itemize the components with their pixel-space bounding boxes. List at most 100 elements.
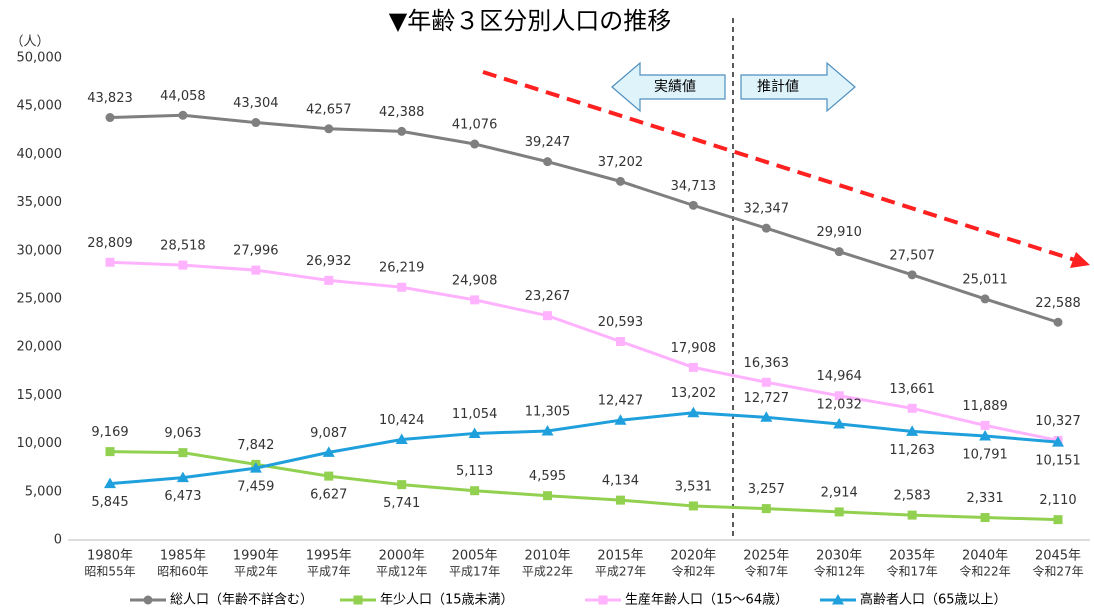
x-tick-label: 2030年 [816, 549, 862, 564]
x-tick-label: 2035年 [889, 549, 935, 564]
data-label: 11,889 [962, 399, 1008, 414]
data-label: 17,908 [671, 341, 717, 356]
data-label: 9,087 [310, 426, 347, 441]
marker [1053, 515, 1063, 525]
marker [979, 429, 992, 441]
marker [470, 139, 480, 149]
x-tick-sublabel: 令和17年 [887, 564, 938, 579]
chart-title: ▼年齢３区分別人口の推移 [389, 7, 671, 35]
trend-arrow [482, 70, 1076, 262]
data-label: 2,331 [966, 491, 1003, 506]
arrow-right [740, 61, 856, 113]
data-label: 6,473 [164, 489, 201, 504]
data-label: 9,063 [164, 426, 201, 441]
data-label: 4,134 [602, 474, 639, 489]
marker [906, 425, 919, 436]
x-tick-sublabel: 令和12年 [814, 564, 865, 579]
data-label: 10,151 [1035, 454, 1081, 469]
data-label: 29,910 [816, 225, 862, 240]
marker [834, 247, 844, 257]
x-tick-label: 2015年 [597, 549, 643, 564]
x-tick-label: 1980年 [87, 549, 133, 564]
x-tick-sublabel: 平成22年 [522, 565, 573, 579]
data-label: 11,054 [452, 407, 498, 422]
data-label: 34,713 [671, 179, 717, 194]
marker [907, 510, 917, 520]
x-tick-sublabel: 令和7年 [744, 564, 788, 579]
marker [322, 446, 335, 457]
marker [397, 480, 407, 490]
x-tick-label: 2020年 [670, 549, 716, 564]
data-label: 12,727 [744, 391, 790, 406]
data-label: 10,327 [1035, 414, 1081, 429]
annotation: 推計値 [757, 79, 799, 95]
x-tick-label: 2005年 [452, 549, 498, 564]
x-tick-label: 2040年 [962, 549, 1008, 564]
y-tick-label: 40,000 [17, 147, 63, 162]
marker [249, 462, 262, 473]
data-label: 11,305 [525, 405, 571, 420]
marker [615, 336, 625, 346]
data-label: 12,427 [598, 394, 644, 409]
x-tick-sublabel: 平成17年 [449, 565, 500, 579]
marker [614, 414, 627, 425]
data-label: 28,809 [87, 236, 133, 251]
marker [615, 176, 625, 186]
marker [178, 260, 188, 270]
marker [324, 124, 334, 134]
legend-label: 生産年齢人口（15～64歳） [625, 592, 788, 608]
data-label: 32,347 [744, 202, 790, 217]
data-label: 16,363 [744, 356, 790, 371]
data-label: 10,791 [962, 447, 1008, 462]
legend-marker [832, 594, 844, 605]
x-tick-sublabel: 平成12年 [376, 565, 427, 579]
data-label: 5,845 [91, 495, 128, 510]
data-label: 2,583 [894, 489, 931, 504]
data-label: 14,964 [816, 369, 862, 384]
marker [176, 471, 189, 483]
marker [688, 362, 698, 372]
y-unit: （人） [10, 35, 49, 50]
data-label: 42,388 [379, 105, 425, 120]
marker [397, 282, 407, 292]
marker [470, 295, 480, 305]
data-label: 27,507 [889, 248, 935, 263]
marker [1053, 317, 1063, 327]
marker [980, 513, 990, 523]
x-tick-label: 2000年 [379, 549, 425, 564]
marker [324, 471, 334, 481]
marker [760, 411, 773, 422]
series-line [109, 113, 1059, 324]
data-label: 7,842 [237, 438, 274, 453]
x-tick-label: 2045年 [1035, 549, 1081, 564]
marker [907, 270, 917, 280]
y-tick-label: 20,000 [17, 340, 63, 355]
marker [907, 403, 917, 413]
data-label: 13,661 [889, 382, 935, 397]
marker [761, 377, 771, 387]
marker [178, 448, 188, 458]
series-line [109, 260, 1059, 442]
y-tick-label: 10,000 [17, 436, 63, 451]
data-label: 37,202 [598, 155, 644, 170]
marker [543, 157, 553, 167]
x-tick-label: 2025年 [743, 549, 789, 564]
data-label: 44,058 [160, 89, 206, 104]
marker [470, 486, 480, 496]
legend-label: 高齢者人口（65歳以上） [860, 592, 1007, 608]
x-tick-label: 1995年 [306, 549, 352, 564]
x-tick-sublabel: 昭和60年 [157, 565, 208, 579]
marker [251, 118, 261, 128]
data-label: 5,113 [456, 464, 493, 479]
marker [834, 507, 844, 517]
x-tick-sublabel: 令和2年 [672, 564, 716, 579]
data-label: 11,263 [889, 443, 935, 458]
data-label: 6,627 [310, 488, 347, 503]
legend-marker [353, 595, 363, 605]
trend-arrowhead [1070, 252, 1090, 268]
data-label: 27,996 [233, 244, 279, 259]
marker [105, 447, 115, 457]
x-tick-sublabel: 昭和55年 [84, 565, 135, 579]
x-tick-sublabel: 平成27年 [595, 565, 646, 579]
